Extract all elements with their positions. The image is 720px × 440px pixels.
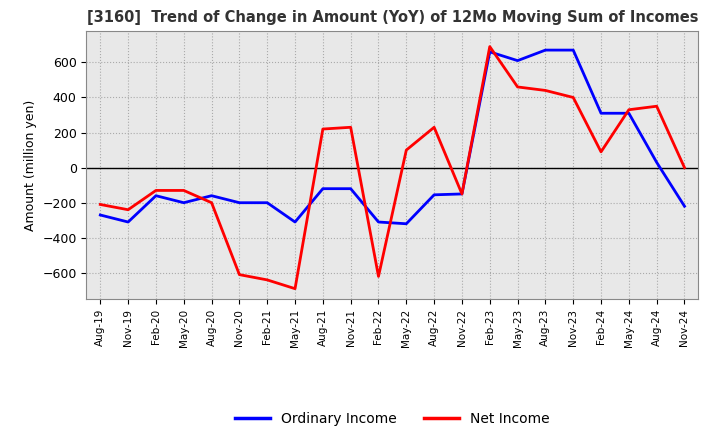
Net Income: [124, 207, 132, 213]
Net Income: [374, 274, 383, 279]
Net Income: [152, 188, 161, 193]
Net Income: [235, 272, 243, 277]
Ordinary Income: [152, 193, 161, 198]
Net Income: [513, 84, 522, 90]
Ordinary Income: [263, 200, 271, 205]
Ordinary Income: [402, 221, 410, 227]
Net Income: [680, 165, 689, 170]
Net Income: [96, 202, 104, 207]
Legend: Ordinary Income, Net Income: Ordinary Income, Net Income: [230, 407, 555, 432]
Ordinary Income: [541, 48, 550, 53]
Y-axis label: Amount (million yen): Amount (million yen): [24, 99, 37, 231]
Ordinary Income: [458, 191, 467, 197]
Net Income: [624, 107, 633, 112]
Ordinary Income: [179, 200, 188, 205]
Ordinary Income: [235, 200, 243, 205]
Ordinary Income: [291, 220, 300, 225]
Net Income: [207, 200, 216, 205]
Net Income: [402, 147, 410, 153]
Ordinary Income: [597, 110, 606, 116]
Ordinary Income: [318, 186, 327, 191]
Ordinary Income: [680, 204, 689, 209]
Ordinary Income: [346, 186, 355, 191]
Ordinary Income: [652, 160, 661, 165]
Net Income: [569, 95, 577, 100]
Net Income: [318, 126, 327, 132]
Ordinary Income: [207, 193, 216, 198]
Net Income: [291, 286, 300, 291]
Net Income: [485, 44, 494, 49]
Net Income: [179, 188, 188, 193]
Line: Net Income: Net Income: [100, 47, 685, 289]
Net Income: [430, 125, 438, 130]
Title: [3160]  Trend of Change in Amount (YoY) of 12Mo Moving Sum of Incomes: [3160] Trend of Change in Amount (YoY) o…: [86, 11, 698, 26]
Ordinary Income: [569, 48, 577, 53]
Line: Ordinary Income: Ordinary Income: [100, 50, 685, 224]
Ordinary Income: [374, 220, 383, 225]
Ordinary Income: [485, 49, 494, 55]
Net Income: [458, 191, 467, 197]
Net Income: [541, 88, 550, 93]
Net Income: [263, 277, 271, 282]
Ordinary Income: [513, 58, 522, 63]
Ordinary Income: [624, 110, 633, 116]
Ordinary Income: [96, 213, 104, 218]
Net Income: [652, 103, 661, 109]
Ordinary Income: [124, 220, 132, 225]
Net Income: [346, 125, 355, 130]
Ordinary Income: [430, 192, 438, 198]
Net Income: [597, 149, 606, 154]
